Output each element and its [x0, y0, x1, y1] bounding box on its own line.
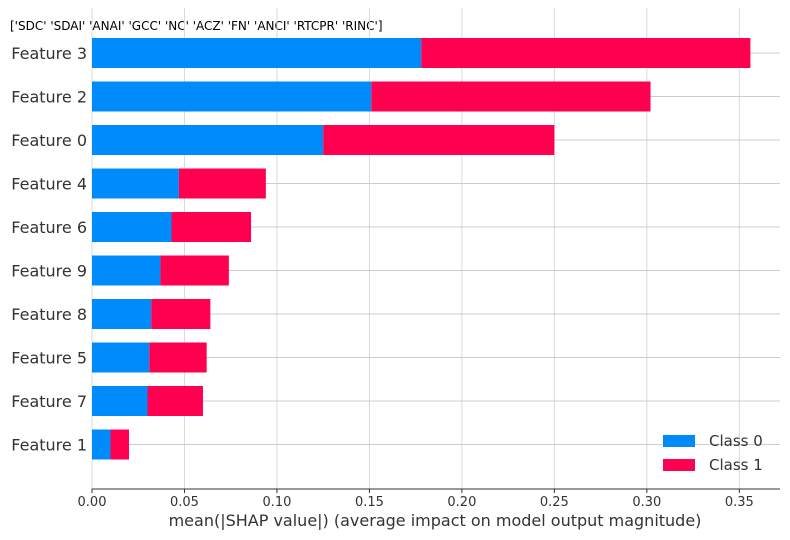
category-label-3: Feature 4 — [11, 175, 87, 194]
x-tick-label-3: 0.15 — [355, 495, 384, 510]
category-label-0: Feature 3 — [11, 44, 87, 63]
bar-feature-7-series-1 — [147, 386, 203, 416]
x-tick-label-1: 0.05 — [170, 495, 199, 510]
x-tick-label-6: 0.30 — [632, 495, 661, 510]
bar-feature-1-series-0 — [92, 429, 111, 460]
legend-swatch-1 — [663, 459, 695, 471]
category-labels: Feature 3 Feature 2 Feature 0 Feature 4 Feat… — [11, 44, 87, 455]
category-label-4: Feature 6 — [11, 218, 87, 237]
bar-feature-6-series-0 — [92, 212, 172, 242]
bar-feature-4-series-0 — [92, 168, 179, 199]
bar-feature-3-series-1 — [421, 38, 751, 68]
bar-feature-2-series-1 — [371, 81, 651, 112]
legend-swatch-0 — [663, 435, 695, 447]
bar-feature-0-series-0 — [92, 125, 324, 155]
bar-feature-6-series-1 — [171, 212, 252, 242]
legend-label-1: Class 1 — [709, 456, 763, 474]
category-label-1: Feature 2 — [11, 88, 87, 107]
category-label-6: Feature 8 — [11, 305, 87, 324]
x-tick-label-7: 0.35 — [725, 495, 754, 510]
x-axis-label: mean(|SHAP value|) (average impact on mo… — [169, 511, 702, 530]
x-tick-label-0: 0.00 — [78, 495, 107, 510]
category-label-5: Feature 9 — [11, 262, 87, 281]
bar-feature-8-series-1 — [151, 299, 211, 329]
bar-feature-7-series-0 — [92, 386, 148, 416]
bar-feature-2-series-0 — [92, 81, 372, 112]
category-label-8: Feature 7 — [11, 392, 87, 411]
category-label-7: Feature 5 — [11, 349, 87, 368]
bar-feature-5-series-1 — [149, 342, 207, 373]
bar-feature-0-series-1 — [323, 125, 555, 155]
bars-layer — [92, 38, 751, 460]
bar-feature-8-series-0 — [92, 299, 152, 329]
bar-feature-9-series-1 — [160, 255, 229, 286]
legend-label-0: Class 0 — [709, 432, 763, 450]
bar-feature-9-series-0 — [92, 255, 161, 286]
bar-feature-5-series-0 — [92, 342, 150, 373]
legend: Class 0 Class 1 — [663, 432, 763, 474]
x-axis: 0.00 0.05 0.10 0.15 0.20 0.25 0.30 0.35 — [78, 488, 780, 510]
grid-layer — [91, 8, 780, 489]
bar-feature-3-series-0 — [92, 38, 422, 68]
chart-title: ['SDC' 'SDAI' 'ANAI' 'GCC' 'NC' 'ACZ' 'F… — [10, 19, 383, 33]
bar-feature-1-series-1 — [110, 429, 129, 460]
category-label-9: Feature 1 — [11, 436, 87, 455]
bar-feature-4-series-1 — [178, 168, 266, 199]
x-tick-label-5: 0.25 — [540, 495, 569, 510]
x-tick-label-4: 0.20 — [447, 495, 476, 510]
category-label-2: Feature 0 — [11, 131, 87, 150]
x-tick-label-2: 0.10 — [262, 495, 291, 510]
